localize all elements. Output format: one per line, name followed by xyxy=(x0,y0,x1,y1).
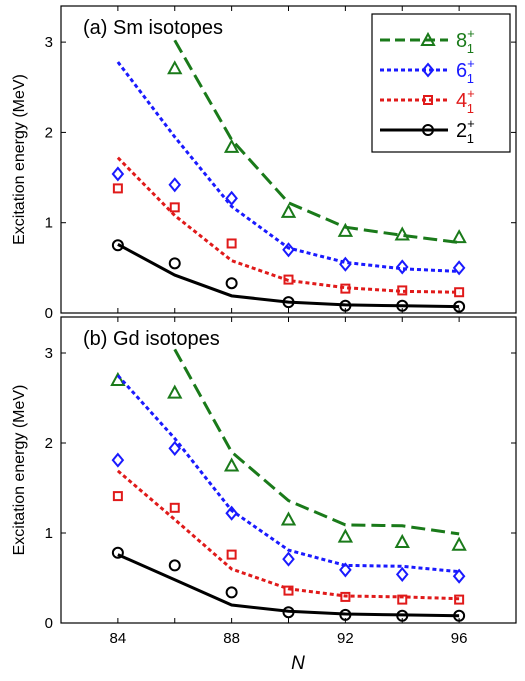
series-line-4plus1 xyxy=(116,469,460,601)
series-line-6plus1 xyxy=(116,61,460,273)
data-point-8plus1 xyxy=(167,60,183,75)
series-line-8plus1 xyxy=(173,39,460,245)
x-tick-label: 92 xyxy=(337,630,354,647)
legend-marker xyxy=(423,95,433,105)
data-point-4plus1 xyxy=(112,183,123,194)
y-tick-label: 0 xyxy=(45,615,53,632)
data-point-2plus1 xyxy=(396,299,409,312)
legend-label: 6+ 1 xyxy=(456,56,475,86)
data-point-8plus1 xyxy=(337,222,354,237)
data-point-8plus1 xyxy=(394,533,410,548)
y-tick-label: 1 xyxy=(45,215,53,232)
data-point-8plus1 xyxy=(223,138,240,153)
data-point-8plus1 xyxy=(110,371,126,386)
data-point-6plus1 xyxy=(168,177,182,193)
data-point-2plus1 xyxy=(168,559,181,572)
legend: 8+ 16+ 14+ 12+ 1 xyxy=(371,13,511,153)
data-point-6plus1 xyxy=(452,260,466,276)
y-tick-label: 3 xyxy=(45,345,53,362)
data-point-4plus1 xyxy=(340,283,351,294)
series-line-2plus1 xyxy=(117,243,460,309)
data-point-4plus1 xyxy=(454,287,465,298)
data-point-2plus1 xyxy=(339,608,352,621)
data-point-6plus1 xyxy=(395,566,409,582)
y-axis-label: Excitation energy (MeV) xyxy=(11,385,28,556)
data-point-2plus1 xyxy=(225,277,238,290)
y-tick-label: 3 xyxy=(45,34,53,51)
series-line-8plus1 xyxy=(173,348,460,536)
legend-label: 2+ 1 xyxy=(456,116,475,146)
data-point-6plus1 xyxy=(452,568,466,584)
y-axis-label: Excitation energy (MeV) xyxy=(11,74,28,245)
data-point-6plus1 xyxy=(168,440,182,456)
data-point-2plus1 xyxy=(282,606,295,619)
data-point-4plus1 xyxy=(169,202,180,213)
data-point-2plus1 xyxy=(111,239,124,252)
data-point-8plus1 xyxy=(337,528,354,543)
x-tick-label: 84 xyxy=(110,630,127,647)
data-point-6plus1 xyxy=(339,562,352,578)
data-point-4plus1 xyxy=(283,585,294,596)
legend-marker xyxy=(422,124,434,136)
data-point-6plus1 xyxy=(339,256,352,272)
data-point-2plus1 xyxy=(282,296,295,309)
data-point-8plus1 xyxy=(451,536,467,551)
x-tick-label: 96 xyxy=(451,630,468,647)
panel-title: (a) Sm isotopes xyxy=(83,17,223,39)
data-point-8plus1 xyxy=(451,229,467,244)
data-point-4plus1 xyxy=(226,238,237,249)
data-point-8plus1 xyxy=(223,457,240,472)
legend-marker xyxy=(421,62,435,78)
y-tick-label: 1 xyxy=(45,525,53,542)
data-point-4plus1 xyxy=(112,491,123,502)
series-line-6plus1 xyxy=(116,374,460,574)
data-point-6plus1 xyxy=(225,505,238,521)
y-tick-label: 0 xyxy=(45,305,53,322)
data-point-8plus1 xyxy=(280,511,297,526)
data-point-4plus1 xyxy=(226,549,237,560)
data-point-4plus1 xyxy=(169,502,180,513)
data-point-2plus1 xyxy=(453,300,466,313)
data-point-2plus1 xyxy=(339,299,352,312)
data-point-2plus1 xyxy=(111,546,124,559)
data-point-2plus1 xyxy=(396,609,409,622)
data-point-4plus1 xyxy=(340,591,351,602)
panel-gd-isotopes: 84 88 92 96 0 1 2 3 Excitation energy (MeV) (b) G… xyxy=(11,316,517,647)
data-point-2plus1 xyxy=(453,609,466,622)
data-point-6plus1 xyxy=(395,259,409,275)
data-point-2plus1 xyxy=(225,586,238,599)
x-axis-label: N xyxy=(291,653,305,674)
data-point-4plus1 xyxy=(283,274,294,285)
data-point-6plus1 xyxy=(282,242,295,258)
legend-label: 8+ 1 xyxy=(456,26,475,56)
data-point-8plus1 xyxy=(280,203,297,218)
data-point-8plus1 xyxy=(394,226,410,241)
legend-label: 4+ 1 xyxy=(456,86,475,116)
data-point-4plus1 xyxy=(397,594,408,605)
series-line-4plus1 xyxy=(116,156,460,294)
plot-frame xyxy=(60,316,517,624)
data-point-6plus1 xyxy=(282,551,295,567)
panel-title: (b) Gd isotopes xyxy=(83,328,220,350)
data-point-8plus1 xyxy=(167,384,183,399)
data-point-6plus1 xyxy=(225,190,238,206)
data-point-4plus1 xyxy=(454,594,465,605)
y-tick-label: 2 xyxy=(45,124,53,141)
series-line-2plus1 xyxy=(117,553,460,618)
data-point-2plus1 xyxy=(168,257,181,270)
x-tick-label: 88 xyxy=(223,630,240,647)
data-point-4plus1 xyxy=(397,285,408,296)
data-point-6plus1 xyxy=(111,166,125,182)
y-tick-label: 2 xyxy=(45,435,53,452)
legend-marker xyxy=(420,31,436,46)
panel-sm-isotopes: 0 1 2 3 Excitation energy (MeV) (a) Sm isotop… xyxy=(11,5,517,322)
data-point-6plus1 xyxy=(111,452,125,468)
